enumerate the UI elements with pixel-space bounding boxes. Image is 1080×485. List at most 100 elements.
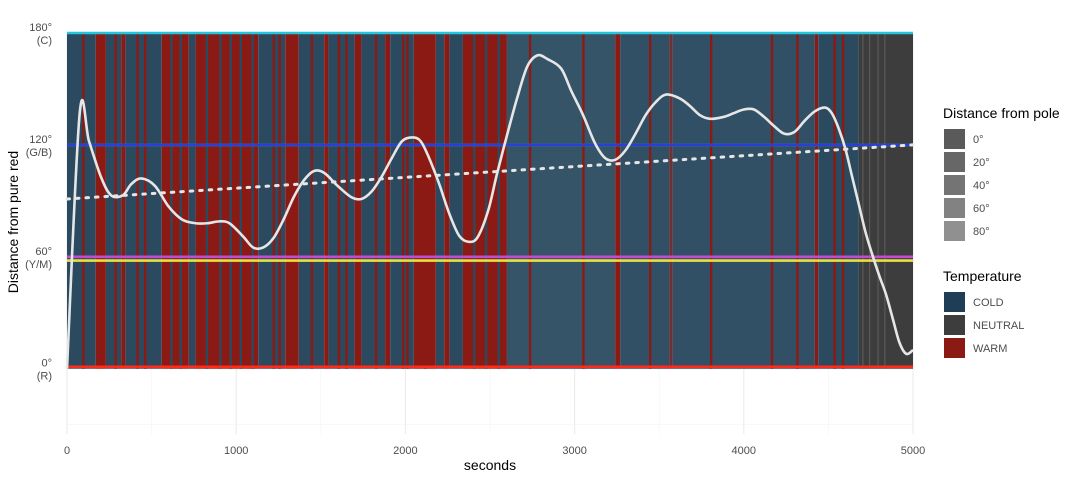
warm-stripe — [796, 33, 799, 369]
neutral-stripe — [862, 33, 864, 369]
y-tick-label: 60° — [35, 246, 52, 258]
warm-stripe — [582, 33, 585, 369]
reference-lines — [67, 31, 913, 369]
neutral-stripe — [869, 33, 871, 369]
y-tick-sublabel: (Y/M) — [25, 259, 52, 271]
legend-label: COLD — [973, 297, 1004, 309]
y-tick-label: 180° — [29, 22, 52, 34]
neutral-stripe — [877, 33, 879, 369]
y-tick-sublabel: (G/B) — [26, 147, 52, 159]
legend-label: 20° — [973, 157, 990, 169]
warm-stripe — [310, 33, 314, 369]
warm-stripe — [649, 33, 652, 369]
legend-key — [944, 292, 965, 312]
legend-key — [944, 152, 965, 172]
warm-stripe — [345, 33, 348, 369]
cold-stripe — [484, 33, 488, 369]
legend-key — [944, 198, 965, 218]
temperature-band-cold — [328, 33, 355, 369]
temperature-band-warm — [444, 33, 450, 369]
legend-title: Distance from pole — [943, 105, 1060, 121]
temperature-band-warm — [385, 33, 391, 369]
temperature-band-cold — [672, 33, 815, 369]
legend-title: Temperature — [943, 268, 1022, 284]
warm-stripe — [114, 33, 117, 369]
y-tick-label: 120° — [29, 134, 52, 146]
warm-stripe — [406, 33, 409, 369]
warm-stripe — [272, 33, 275, 369]
cold-stripe — [179, 33, 182, 369]
trend-line — [65, 143, 915, 201]
y-tick-label: 0° — [41, 358, 52, 370]
temperature-band-warm — [195, 33, 259, 369]
warm-stripe — [278, 33, 281, 369]
cold-stripe — [497, 33, 501, 369]
cold-stripe — [219, 33, 222, 369]
y-axis-title: Distance from pure red — [5, 151, 21, 293]
x-tick-label: 1000 — [224, 445, 248, 457]
temperature-bands — [67, 33, 913, 369]
temperature-band-warm — [615, 33, 621, 369]
legend-label: NEUTRAL — [973, 320, 1024, 332]
cold-stripe — [239, 33, 242, 369]
neutral-stripe — [884, 33, 886, 369]
warm-stripe — [528, 33, 532, 369]
warm-stripe — [337, 33, 341, 369]
legend-key — [944, 338, 965, 358]
warm-stripe — [770, 33, 774, 369]
temperature-band-warm — [814, 33, 819, 369]
warm-stripe — [136, 33, 139, 369]
y-tick-sublabel: (R) — [37, 371, 52, 383]
temperature-band-cold — [105, 33, 122, 369]
legend-label: 80° — [973, 226, 990, 238]
legend-label: 40° — [973, 180, 990, 192]
legend-label: 60° — [973, 203, 990, 215]
temperature-band-cold — [620, 33, 670, 369]
series-layer — [65, 53, 915, 369]
axis-layer: seconds Distance from pure red 0 1000 2000… — [5, 22, 925, 473]
x-tick-label: 0 — [64, 445, 70, 457]
temperature-band-cold — [361, 33, 386, 369]
legend: Distance from pole 0° 20° 40° 60° 80° Temperat… — [943, 105, 1060, 358]
temperature-band-cold — [258, 33, 286, 369]
temperature-band-warm — [354, 33, 362, 369]
temperature-band-cold — [435, 33, 445, 369]
warm-stripe — [82, 33, 85, 369]
warm-stripe — [833, 33, 836, 369]
legend-key — [944, 175, 965, 195]
temperature-band-warm — [324, 33, 329, 369]
cold-stripe — [251, 33, 254, 369]
temperature-band-warm — [95, 33, 106, 369]
warm-stripe — [374, 33, 378, 369]
legend-key — [944, 221, 965, 241]
cold-stripe — [473, 33, 476, 369]
temperature-band-cold — [449, 33, 463, 369]
x-axis-title: seconds — [464, 457, 516, 473]
temperature-band-cold — [67, 33, 96, 369]
legend-key — [944, 315, 965, 335]
temperature-band-warm — [121, 33, 126, 369]
warm-stripe — [424, 33, 427, 369]
legend-key — [944, 129, 965, 149]
temperature-band-warm — [669, 33, 673, 369]
smoothed-hue-line — [65, 53, 914, 369]
legend-label: 0° — [973, 134, 984, 146]
x-tick-label: 3000 — [562, 445, 586, 457]
x-tick-label: 2000 — [393, 445, 417, 457]
warm-stripe — [709, 33, 713, 369]
temperature-band-cold — [125, 33, 162, 369]
warm-stripe — [841, 33, 845, 369]
warm-stripe — [402, 33, 405, 369]
warm-stripe — [143, 33, 147, 369]
cold-stripe — [205, 33, 209, 369]
temperature-band-cold-light — [506, 33, 616, 369]
temperature-band-cold — [818, 33, 859, 369]
y-tick-sublabel: (C) — [37, 35, 52, 47]
cold-stripe — [229, 33, 232, 369]
x-tick-label: 5000 — [901, 445, 925, 457]
temperature-band-neutral — [858, 33, 913, 369]
x-tick-label: 4000 — [732, 445, 756, 457]
legend-label: WARM — [973, 343, 1007, 355]
